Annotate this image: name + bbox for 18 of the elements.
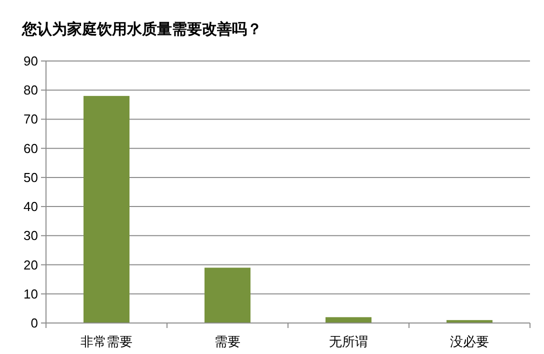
chart-title: 您认为家庭饮用水质量需要改善吗？ (21, 20, 262, 38)
y-tick-label: 60 (24, 140, 38, 156)
bar (326, 317, 372, 323)
y-tick-label: 20 (24, 257, 38, 272)
y-tick-label: 70 (24, 112, 38, 127)
x-tick-label: 无所谓 (329, 334, 368, 349)
x-tick-label: 需要 (214, 334, 240, 349)
bar (84, 96, 130, 323)
x-tick-label: 非常需要 (80, 334, 132, 349)
x-tick-label: 没必要 (450, 334, 489, 349)
y-tick-label: 50 (24, 170, 38, 185)
y-tick-label: 30 (24, 228, 38, 244)
y-tick-label: 0 (30, 316, 38, 330)
y-tick-label: 80 (24, 82, 38, 98)
y-tick-label: 10 (24, 286, 38, 302)
y-tick-label: 40 (24, 199, 38, 214)
y-tick-label: 90 (24, 54, 38, 68)
bar (204, 268, 250, 323)
